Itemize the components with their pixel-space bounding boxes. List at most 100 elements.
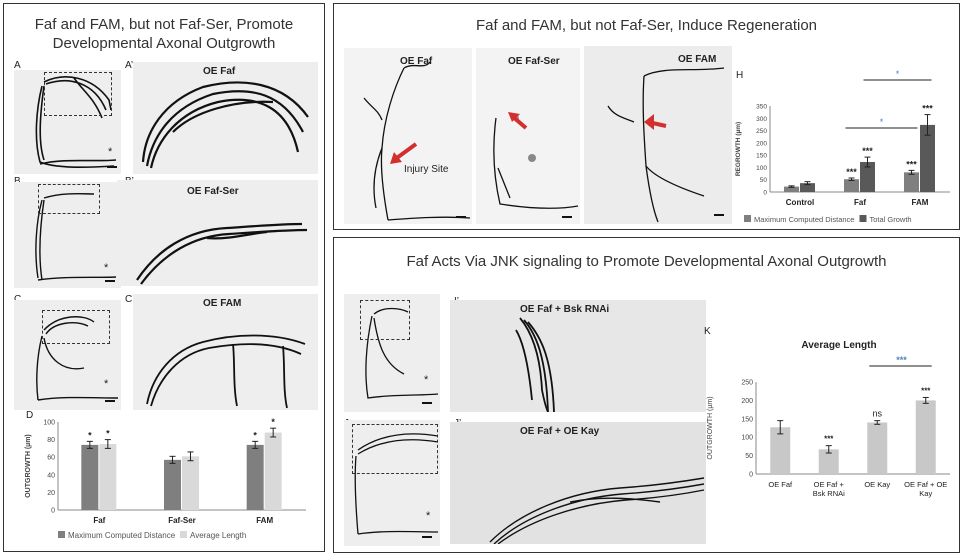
micrograph-B: * xyxy=(14,182,121,288)
micrograph-C2: OE FAM xyxy=(133,294,318,410)
bar xyxy=(844,179,859,192)
y-axis-label: OUTGROWTH (µm) xyxy=(707,396,714,459)
legend-swatch xyxy=(58,531,65,538)
image-title-I2: OE Faf + Bsk RNAi xyxy=(520,304,610,315)
arrow-icon-F xyxy=(508,112,528,130)
y-tick-label: 40 xyxy=(47,472,55,479)
axon-trace-I xyxy=(365,307,439,399)
scale-bar-F xyxy=(562,216,572,218)
asterisk-B: * xyxy=(104,262,109,274)
legend-label: Total Growth xyxy=(870,215,912,224)
scale-bar-A xyxy=(107,166,117,168)
label-H: H xyxy=(736,70,744,81)
comparison-mark-upper: * xyxy=(896,69,900,79)
micrograph-A: * xyxy=(14,70,121,174)
asterisk-J: * xyxy=(426,510,431,522)
image-title-G: OE FAM xyxy=(678,54,717,65)
micrograph-C: * xyxy=(14,300,121,410)
asterisk-I: * xyxy=(424,374,429,386)
y-tick-label: 50 xyxy=(760,177,768,184)
axon-trace-B xyxy=(35,192,117,281)
zoom-box-A xyxy=(44,72,112,116)
asterisk-C: * xyxy=(104,378,109,390)
x-tick-label: Faf xyxy=(854,198,866,207)
y-tick-label: 250 xyxy=(741,380,753,387)
significance-mark: *** xyxy=(921,386,931,395)
bar xyxy=(784,186,799,192)
label-A2: A’ xyxy=(125,60,134,71)
panel-title-jnk: Faf Acts Via JNK signaling to Promote De… xyxy=(406,253,887,270)
significance-mark: ns xyxy=(872,409,882,419)
panel-title-line2: Developmental Axonal Outgrowth xyxy=(52,35,276,52)
scale-bar-I xyxy=(422,402,432,404)
chart-D: 0 20 40 60 80 100 OUTGROWTH (µm) Faf Faf-Ser FAM *… xyxy=(18,414,318,544)
y-tick-label: 300 xyxy=(756,116,767,123)
x-tick-label: Bsk RNAi xyxy=(813,489,845,498)
legend-swatch xyxy=(744,215,751,222)
y-tick-label: 200 xyxy=(741,398,753,405)
bar xyxy=(867,422,888,474)
panel-title-line1: Faf and FAM, but not Faf-Ser, Promote xyxy=(34,16,294,33)
zoom-box-J xyxy=(352,424,438,474)
significance-mark: *** xyxy=(846,167,857,177)
zoom-box-C xyxy=(42,310,110,344)
label-A: A xyxy=(14,60,21,71)
x-tick-label: Kay xyxy=(919,489,932,498)
arrow-icon-G xyxy=(644,114,667,130)
x-tick-label: Faf-Ser xyxy=(168,516,196,525)
x-tick-label: OE Kay xyxy=(864,480,890,489)
significance-mark: *** xyxy=(824,435,834,444)
bar xyxy=(164,459,181,510)
label-C: C xyxy=(14,294,21,305)
label-K: K xyxy=(704,326,711,337)
bar xyxy=(818,449,839,474)
axon-trace-J xyxy=(354,433,439,535)
significance-mark: * xyxy=(106,429,110,439)
legend-label: Maximum Computed Distance xyxy=(754,215,854,224)
chart-K: Average Length 0 50 100 150 200 250 OUTGROWTH (… xyxy=(700,334,956,548)
scale-bar-C xyxy=(105,400,115,402)
y-tick-label: 350 xyxy=(756,104,767,111)
zoom-box-B xyxy=(38,184,100,214)
axon-trace-A xyxy=(35,76,117,168)
panel-regeneration: Faf and FAM, but not Faf-Ser, Induce Reg… xyxy=(333,3,960,230)
y-tick-label: 20 xyxy=(47,490,55,497)
significance-mark: *** xyxy=(922,104,933,114)
image-title-F: OE Faf-Ser xyxy=(508,56,560,67)
y-tick-label: 200 xyxy=(756,140,767,147)
asterisk-A: * xyxy=(108,146,113,158)
y-tick-label: 0 xyxy=(763,190,767,197)
axon-trace-I2 xyxy=(515,317,555,412)
bar xyxy=(860,162,875,192)
bar xyxy=(800,183,815,192)
image-title-A2: OE Faf xyxy=(203,66,236,77)
micrograph-E: OE Faf Injury Site xyxy=(344,48,472,224)
bar xyxy=(770,427,791,474)
significance-mark: * xyxy=(271,417,275,427)
axon-trace-C xyxy=(36,316,119,401)
y-tick-label: 100 xyxy=(756,165,767,172)
axon-trace-F xyxy=(493,115,579,209)
micrograph-A2: OE Faf xyxy=(133,62,318,174)
bar xyxy=(264,432,282,510)
y-tick-label: 250 xyxy=(756,128,767,135)
chart-H-svg: 0 50 100 150 200 250 300 350 REGROWTH (µm) Contro… xyxy=(735,69,950,224)
axon-trace-E xyxy=(363,61,471,221)
y-tick-label: 150 xyxy=(741,416,753,423)
y-tick-label: 100 xyxy=(741,435,753,442)
x-tick-label: FAM xyxy=(256,516,273,525)
bar xyxy=(81,444,99,510)
legend-label: Average Length xyxy=(190,531,246,540)
panel-jnk-signaling: Faf Acts Via JNK signaling to Promote De… xyxy=(333,237,960,553)
scale-bar-E xyxy=(456,216,466,218)
micrograph-J2: OE Faf + OE Kay xyxy=(450,422,706,544)
significance-mark: * xyxy=(253,430,257,440)
label-C2: C’ xyxy=(125,294,135,305)
x-tick-label: OE Faf xyxy=(768,480,793,489)
x-tick-label: OE Faf + OE xyxy=(904,480,947,489)
x-tick-label: Control xyxy=(786,198,814,207)
micrograph-I: * xyxy=(344,294,440,412)
significance-mark: *** xyxy=(906,159,917,169)
chart-title: Average Length xyxy=(801,340,876,351)
y-tick-label: 100 xyxy=(43,420,55,427)
